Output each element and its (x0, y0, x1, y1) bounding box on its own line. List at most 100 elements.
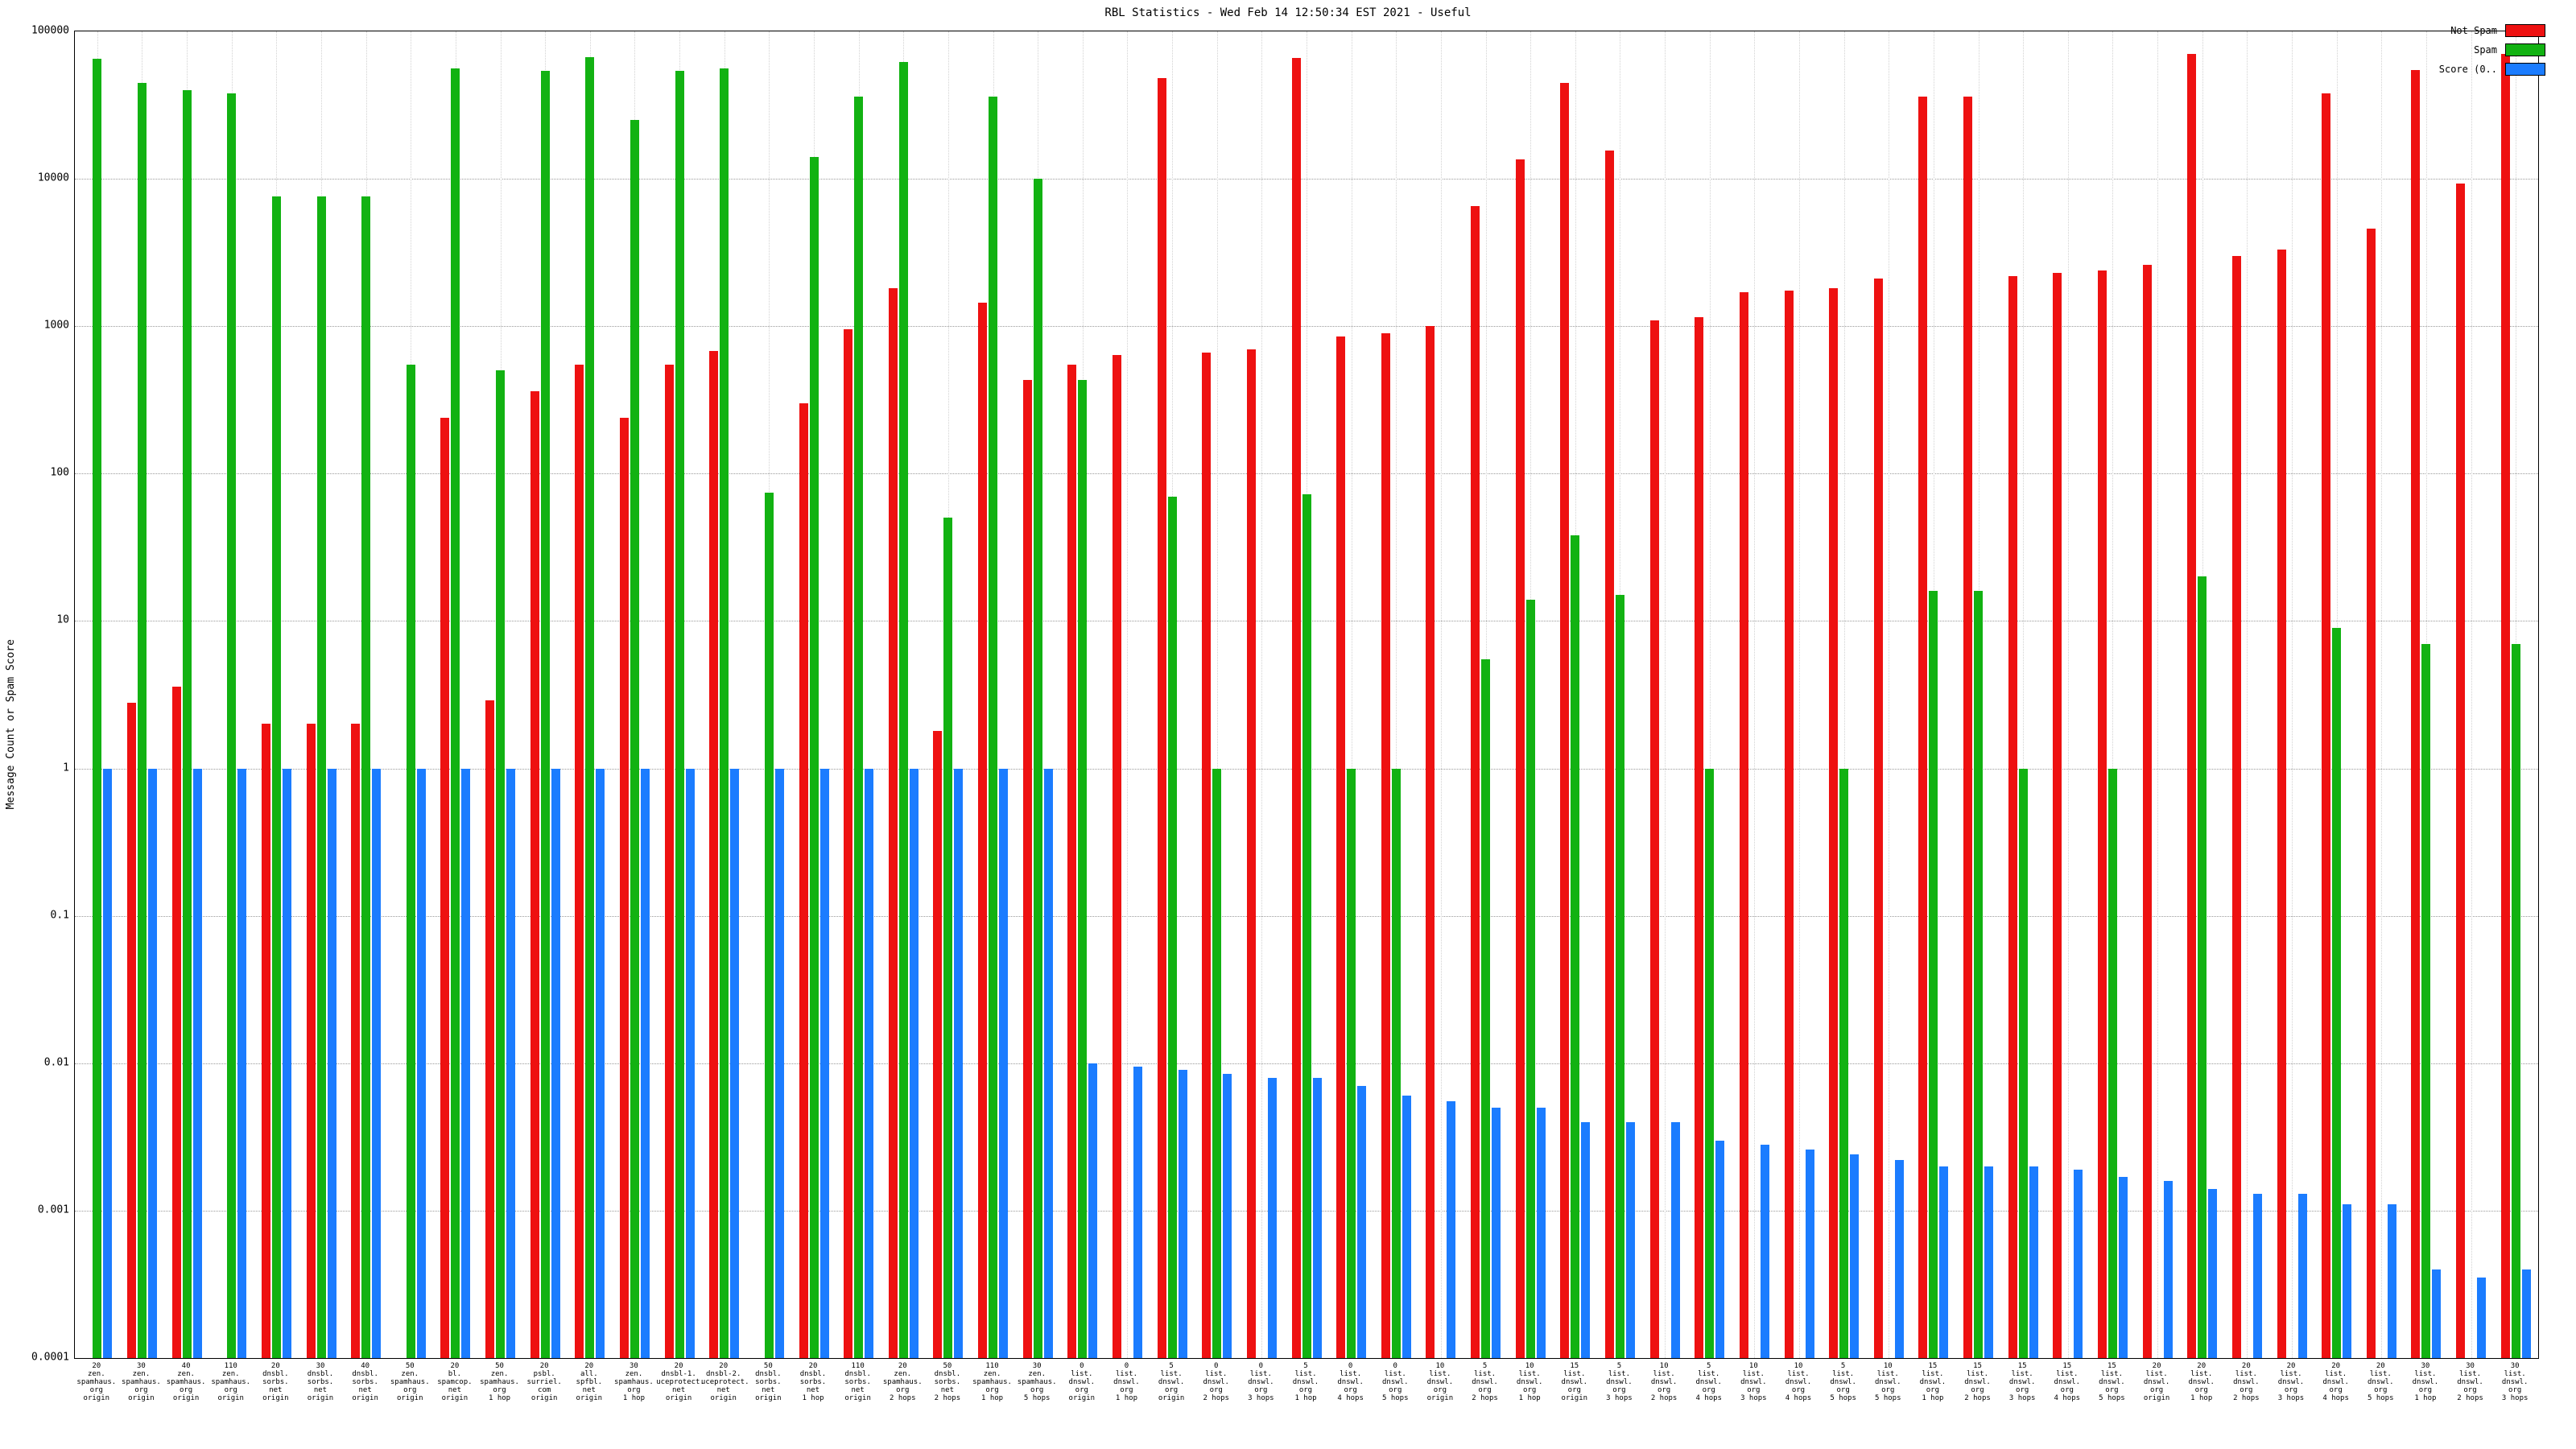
bar-notspam (2277, 250, 2286, 1358)
bar-score (147, 768, 157, 1358)
bar-notspam (1022, 380, 1032, 1358)
x-tick-label: 20 psbl. surriel. com origin (526, 1362, 562, 1402)
x-tick-label: 10 list. dnswl. org 2 hops (1650, 1362, 1678, 1402)
x-tick-label: 10 list. dnswl. org 4 hops (1785, 1362, 1812, 1402)
x-tick-label: 20 list. dnswl. org 1 hop (2188, 1362, 2215, 1402)
x-tick-label: 110 zen. spamhaus. org origin (211, 1362, 251, 1402)
x-gridline (1843, 31, 1845, 1358)
bar-score (909, 768, 919, 1358)
bar-spam (1929, 591, 1938, 1358)
x-tick-label: 20 all. spfbl. net origin (576, 1362, 603, 1402)
bar-score (1357, 1086, 1367, 1358)
bar-spam (764, 493, 774, 1358)
bar-spam (1525, 599, 1535, 1358)
bar-notspam (888, 288, 898, 1358)
bar-spam (540, 71, 550, 1358)
x-gridline (1216, 31, 1218, 1358)
x-gridline (1440, 31, 1442, 1358)
y-tick-label: 100000 (31, 24, 69, 37)
bar-notspam (1246, 349, 1256, 1358)
x-tick-label: 110 zen. spamhaus. org 1 hop (972, 1362, 1012, 1402)
bar-spam (1571, 535, 1580, 1358)
bar-notspam (1291, 58, 1301, 1358)
bar-score (1402, 1096, 1411, 1358)
bar-score (1670, 1121, 1680, 1358)
plot-area (74, 31, 2539, 1359)
y-axis-label: Message Count or Spam Score (5, 639, 17, 810)
bar-notspam (440, 417, 450, 1358)
bar-spam (316, 196, 326, 1358)
bar-spam (2332, 627, 2342, 1358)
y-tick-label: 100 (50, 466, 69, 479)
bar-score (2163, 1180, 2173, 1358)
chart-title: RBL Statistics - Wed Feb 14 12:50:34 EST… (1104, 6, 1472, 19)
x-tick-label: 20 list. dnswl. org origin (2143, 1362, 2170, 1402)
bar-spam (1839, 768, 1849, 1358)
x-gridline (1261, 31, 1263, 1358)
x-tick-label: 20 dnsbl-1. uceprotect. net origin (656, 1362, 704, 1402)
legend-item: Not Spam (2439, 21, 2545, 40)
bar-score (103, 768, 113, 1358)
x-tick-label: 5 list. dnswl. org 1 hop (1292, 1362, 1319, 1402)
bar-notspam (1560, 82, 1570, 1358)
bar-notspam (1471, 206, 1480, 1358)
bar-spam (1033, 179, 1042, 1358)
y-tick-label: 1 (63, 762, 69, 774)
x-tick-label: 30 zen. spamhaus. org origin (122, 1362, 161, 1402)
x-gridline (2157, 31, 2159, 1358)
x-tick-label: 10 list. dnswl. org 1 hop (1516, 1362, 1543, 1402)
bar-score (1850, 1154, 1860, 1358)
x-gridline (2067, 31, 2069, 1358)
bar-notspam (2366, 228, 2376, 1358)
bar-score (596, 768, 605, 1358)
bar-notspam (799, 402, 808, 1358)
bar-score (1043, 768, 1053, 1358)
bar-score (1492, 1107, 1501, 1358)
bar-notspam (619, 417, 629, 1358)
bar-score (282, 768, 291, 1358)
x-tick-label: 110 dnsbl. sorbs. net origin (844, 1362, 871, 1402)
bar-notspam (978, 302, 988, 1358)
x-tick-label: 50 zen. spamhaus. org 1 hop (480, 1362, 519, 1402)
bar-spam (1705, 768, 1715, 1358)
bar-score (1447, 1101, 1456, 1358)
bar-notspam (1963, 97, 1973, 1358)
x-gridline (2247, 31, 2248, 1358)
x-gridline (2471, 31, 2472, 1358)
bar-score (551, 768, 560, 1358)
bar-score (954, 768, 964, 1358)
y-tick-label: 10000 (37, 171, 69, 184)
x-tick-label: 30 list. dnswl. org 1 hop (2412, 1362, 2439, 1402)
bar-notspam (2097, 270, 2107, 1358)
legend-label: Not Spam (2450, 25, 2497, 36)
bar-score (2521, 1269, 2531, 1358)
bar-spam (451, 68, 460, 1358)
x-tick-label: 30 zen. spamhaus. org 1 hop (614, 1362, 654, 1402)
bar-spam (585, 56, 595, 1358)
x-tick-label: 30 list. dnswl. org 3 hops (2501, 1362, 2529, 1402)
y-tick-label: 0.001 (37, 1203, 69, 1216)
x-gridline (1709, 31, 1711, 1358)
x-tick-label: 20 dnsbl. sorbs. net 1 hop (799, 1362, 827, 1402)
bar-spam (1347, 768, 1356, 1358)
bar-score (2297, 1194, 2307, 1358)
bar-notspam (2411, 69, 2421, 1358)
x-tick-label: 15 list. dnswl. org 5 hops (2099, 1362, 2125, 1402)
bar-score (1939, 1166, 1949, 1358)
x-tick-label: 30 list. dnswl. org 2 hops (2457, 1362, 2483, 1402)
bar-score (1223, 1073, 1232, 1358)
bar-notspam (1918, 97, 1928, 1358)
x-tick-label: 20 list. dnswl. org 5 hops (2368, 1362, 2394, 1402)
legend-swatch-spam (2505, 43, 2545, 56)
x-tick-label: 40 zen. spamhaus. org origin (166, 1362, 206, 1402)
legend-label: Score (0.. (2438, 64, 2497, 75)
bar-notspam (1739, 292, 1748, 1358)
x-gridline (2023, 31, 2025, 1358)
bar-spam (227, 93, 237, 1358)
bar-score (2252, 1194, 2262, 1358)
bar-score (416, 768, 426, 1358)
bar-spam (182, 89, 192, 1358)
x-gridline (1665, 31, 1666, 1358)
x-tick-label: 20 list. dnswl. org 2 hops (2233, 1362, 2260, 1402)
bar-notspam (1202, 353, 1212, 1358)
